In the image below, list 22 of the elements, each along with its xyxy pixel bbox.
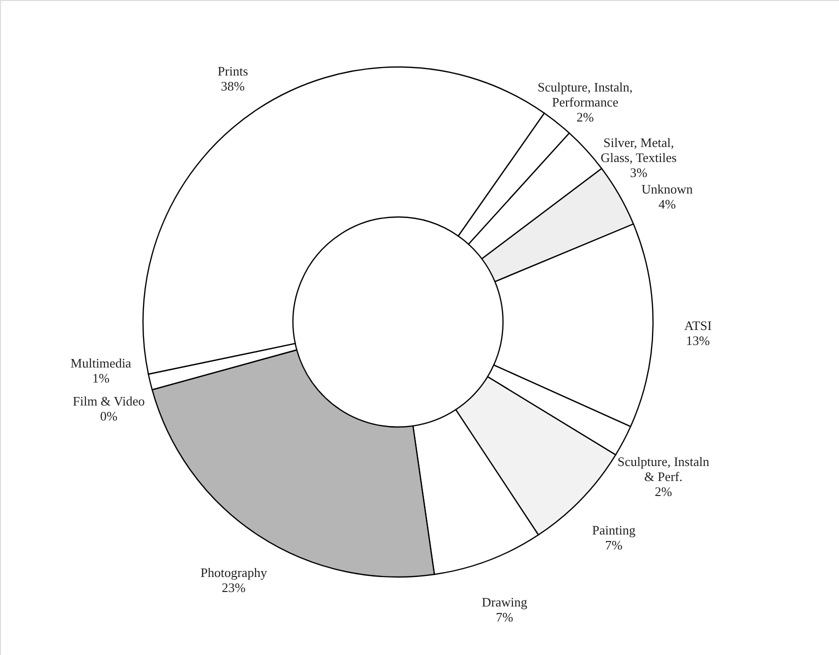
- slice-label: Multimedia: [70, 355, 132, 370]
- slice-label: Prints: [218, 64, 248, 79]
- slice-label: ATSI: [684, 318, 712, 334]
- data-label: 4%: [658, 196, 676, 212]
- data-label: 7%: [496, 609, 514, 624]
- slice-label: Unknown: [642, 182, 694, 197]
- data-label: 3%: [630, 164, 648, 180]
- data-label: 1%: [92, 370, 110, 386]
- slice-label: Silver, Metal, Glass, Textiles: [600, 134, 677, 165]
- text: 0%: [100, 408, 118, 424]
- data-label: 13%: [686, 333, 710, 348]
- slice-label: Painting: [592, 522, 636, 538]
- slice-label: Drawing: [482, 594, 528, 610]
- category-label: Film & Video: [72, 394, 145, 409]
- slice-label: Sculpture, Instaln & Perf.: [618, 454, 710, 484]
- slice-label: Sculpture, Instaln, Performance: [538, 80, 633, 110]
- data-label: 7%: [605, 537, 623, 552]
- slice-label: Photography: [200, 565, 268, 580]
- data-label: 2%: [654, 484, 672, 499]
- data-label: 23%: [222, 580, 246, 596]
- data-label: 38%: [220, 78, 245, 94]
- data-label: 2%: [576, 110, 594, 125]
